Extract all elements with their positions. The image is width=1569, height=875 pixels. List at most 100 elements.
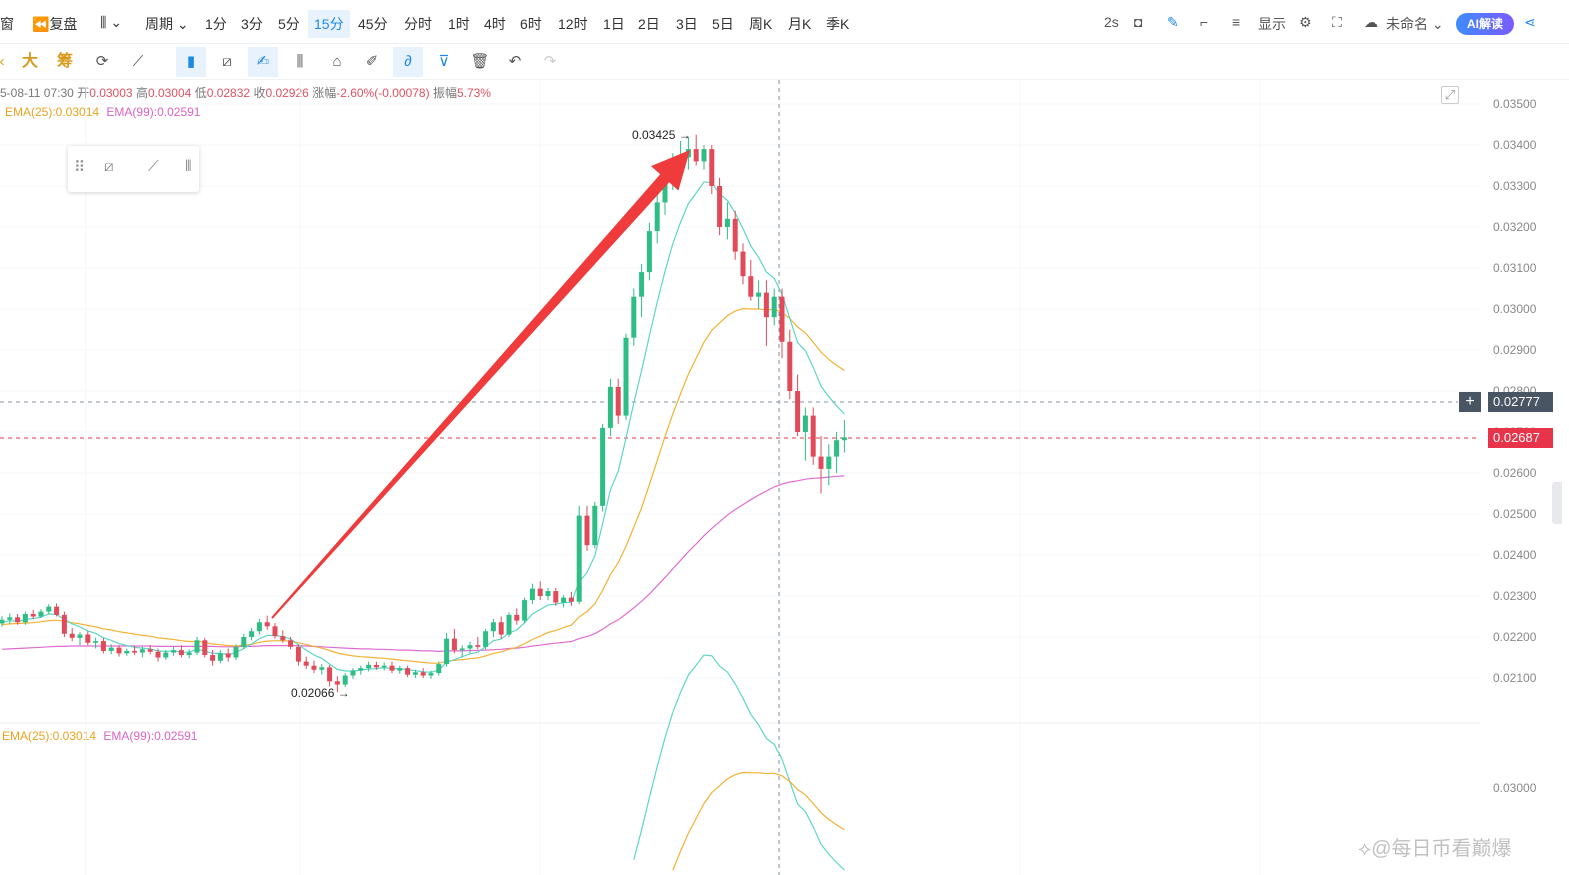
candle-body (709, 149, 715, 186)
interval-2[interactable]: 5分 (278, 16, 300, 32)
menu-icon[interactable]: ≡ (1232, 14, 1241, 30)
interval-4[interactable]: 45分 (358, 16, 388, 32)
magnet-icon[interactable]: ∂ (393, 47, 423, 77)
candle-body (46, 606, 52, 612)
line-tool-icon[interactable]: ⟋ (148, 158, 159, 175)
y-tick-label: 0.02600 (1493, 466, 1537, 480)
candle-body (771, 296, 777, 318)
high-marker-value: 0.03425 (632, 128, 676, 142)
ema25-legend: EMA(25):0.03014 (5, 105, 100, 119)
candle-body (631, 296, 637, 338)
tool-text-chips[interactable]: 筹 (56, 53, 73, 70)
interval-9[interactable]: 12时 (558, 16, 588, 32)
candle-body (514, 614, 520, 621)
display-button[interactable]: 显示 (1258, 16, 1286, 32)
more-icon[interactable]: ⦀ (185, 158, 192, 175)
candle-body (194, 640, 200, 653)
interval-16[interactable]: 季K (826, 16, 850, 32)
fullscreen-icon[interactable]: ⛶ (1332, 14, 1342, 30)
period-dropdown[interactable]: 周期 ⌄ (145, 14, 189, 34)
interval-5[interactable]: 分时 (404, 16, 432, 32)
candle-body (522, 600, 528, 621)
interval-13[interactable]: 5日 (712, 16, 734, 32)
amplitude-label: 振幅 (432, 86, 457, 100)
candle-body (210, 655, 216, 661)
interval-7[interactable]: 4时 (484, 16, 506, 32)
undo-icon[interactable]: ↶ (508, 53, 522, 70)
bookmark-icon[interactable]: ▮ (176, 47, 206, 77)
candle-body (85, 634, 91, 643)
trash-icon[interactable]: 🗑 (470, 53, 490, 70)
interval-6[interactable]: 1时 (448, 16, 470, 32)
interval-8[interactable]: 6时 (520, 16, 542, 32)
candle-tool-icon[interactable]: ⫼ (296, 53, 304, 70)
candle-body (93, 641, 99, 643)
y-tick-label: 0.03400 (1493, 138, 1537, 152)
change-value: -2.60%(-0.00078) (336, 86, 430, 100)
layout-icon[interactable]: ⌐ (1200, 14, 1209, 30)
ruler-icon[interactable]: ⧄ (222, 53, 232, 70)
line-tool-icon[interactable]: ⟋ (132, 53, 144, 70)
y-tick-label: 0.03200 (1493, 220, 1537, 234)
interval-10[interactable]: 1日 (603, 16, 625, 32)
candle-body (545, 591, 551, 596)
arrow-right-icon: → (678, 128, 691, 142)
close-value: 0.02926 (265, 86, 309, 100)
candle-body (77, 634, 83, 638)
note-icon[interactable]: ✐ (365, 53, 379, 70)
cloud-icon[interactable]: ☁ (1364, 14, 1378, 30)
draw-pen-icon[interactable]: ✍ (248, 47, 278, 77)
tool-text-big[interactable]: 大 (21, 53, 38, 70)
chart-type-button[interactable]: ⫼ ⌄ (100, 14, 122, 31)
ai-analysis-button[interactable]: AI解读 (1456, 13, 1514, 35)
ruler-icon[interactable]: ⧄ (104, 158, 114, 175)
candle-body (30, 614, 36, 617)
top-toolbar: 窗 ⏪复盘 ⫼ ⌄ 周期 ⌄ 1分 3分 5分 15分 45分 分时 1时 4时 6时 12时 1日… (0, 0, 1569, 44)
side-panel-handle[interactable] (1552, 482, 1562, 524)
layout-name-dropdown[interactable]: 未命名 ⌄ (1386, 14, 1444, 34)
sub-ema7-line (633, 654, 845, 871)
candle-body (600, 427, 606, 506)
candle-body (249, 631, 255, 637)
candle-body (358, 668, 364, 671)
interval-15[interactable]: 月K (788, 16, 812, 32)
share-icon[interactable]: ⋖ (1524, 14, 1536, 30)
candle-body (186, 652, 192, 656)
window-button[interactable]: 窗 (0, 16, 14, 32)
candle-body (763, 292, 769, 318)
replay-button[interactable]: ⏪复盘 (32, 14, 77, 34)
interval-3[interactable]: 15分 (308, 10, 350, 38)
candle-body (568, 597, 574, 602)
candle-body (366, 664, 372, 669)
candle-body (576, 515, 582, 602)
low-marker-value: 0.02066 (291, 686, 335, 700)
interval-11[interactable]: 2日 (638, 16, 660, 32)
settings-icon[interactable]: ⚙ (1299, 14, 1312, 30)
crosshair-price-tag: 0.02777 (1488, 392, 1553, 412)
interval-12[interactable]: 3日 (676, 16, 698, 32)
camera-icon[interactable]: ◘ (1134, 14, 1143, 30)
candle-body (280, 636, 286, 641)
interval-0[interactable]: 1分 (205, 16, 227, 32)
interval-1[interactable]: 3分 (241, 16, 263, 32)
expand-icon[interactable]: ⤢ (1441, 86, 1459, 104)
lock-icon[interactable]: ⌂ (332, 53, 342, 70)
pen-icon[interactable]: ✎ (1167, 14, 1179, 30)
refresh-rate[interactable]: 2s (1104, 14, 1119, 30)
redo-icon[interactable]: ↷ (543, 53, 557, 70)
arrow-right-icon: → (337, 686, 350, 700)
drag-handle-icon[interactable]: ⠿ (74, 159, 85, 176)
chevron-down-icon: ⌄ (176, 16, 189, 32)
collapse-icon[interactable]: ‹ (0, 53, 5, 70)
interval-14[interactable]: 周K (749, 16, 773, 32)
candle-body (397, 668, 403, 671)
candle-body (272, 626, 278, 637)
filter-icon[interactable]: ⊽ (438, 53, 450, 70)
candle-body (740, 251, 746, 277)
add-alert-icon[interactable]: + (1459, 392, 1481, 412)
sync-icon[interactable]: ⟳ (95, 53, 109, 70)
y-tick-label: 0.02200 (1493, 630, 1537, 644)
period-label: 周期 (145, 16, 173, 32)
trend-arrow (271, 150, 690, 619)
